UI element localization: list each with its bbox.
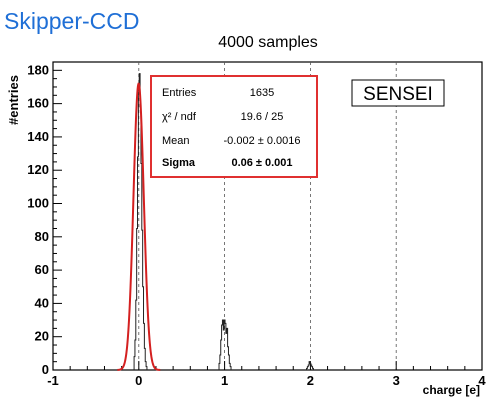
- y-tick-label: 60: [35, 262, 49, 277]
- plot-frame: [52, 61, 483, 371]
- x-tick-label: -1: [47, 373, 59, 388]
- y-tick-label: 20: [35, 329, 49, 344]
- stats-row-sigma-value: 0.06 ± 0.001: [231, 157, 292, 169]
- y-tick-label: 120: [27, 162, 49, 177]
- y-tick-label: 0: [42, 362, 49, 377]
- y-tick-label: 40: [35, 295, 49, 310]
- y-axis-label: #entries: [6, 75, 21, 125]
- x-axis-ticks: -1 0 1 2 3 4: [47, 361, 486, 388]
- y-tick-label: 160: [27, 96, 49, 111]
- y-tick-label: 180: [27, 62, 49, 77]
- gaussian-fit-curve: [117, 82, 161, 371]
- x-tick-label: 0: [135, 373, 142, 388]
- stats-row-entries-value: 1635: [250, 87, 274, 99]
- sensei-annotation-frame: [351, 79, 445, 107]
- stats-row-chi2-label: χ² / ndf: [162, 111, 197, 123]
- y-tick-label: 100: [27, 196, 49, 211]
- stats-box: Entries 1635 χ² / ndf 19.6 / 25 Mean -0.…: [150, 75, 318, 178]
- sensei-annotation: SENSEI: [351, 79, 445, 107]
- y-tick-label: 80: [35, 229, 49, 244]
- stats-box-frame: [150, 75, 318, 178]
- x-tick-label: 3: [393, 373, 400, 388]
- x-tick-label: 1: [221, 373, 228, 388]
- x-tick-label: 2: [307, 373, 314, 388]
- sensei-annotation-text: SENSEI: [363, 84, 433, 105]
- y-axis-ticks: 0 20 40 60 80 100 120 140 160 180: [27, 61, 62, 377]
- x-axis-label: charge [e]: [423, 383, 480, 397]
- stats-row-entries-label: Entries: [162, 87, 197, 99]
- stats-row-mean-label: Mean: [162, 135, 190, 147]
- stats-row-sigma-label: Sigma: [162, 157, 196, 169]
- stats-row-mean-value: -0.002 ± 0.0016: [224, 135, 301, 147]
- overlay-label: Skipper-CCD: [4, 8, 139, 34]
- y-tick-label: 140: [27, 129, 49, 144]
- chart-title: 4000 samples: [218, 34, 318, 51]
- stats-row-chi2-value: 19.6 / 25: [241, 111, 284, 123]
- x-tick-label: 4: [478, 373, 486, 388]
